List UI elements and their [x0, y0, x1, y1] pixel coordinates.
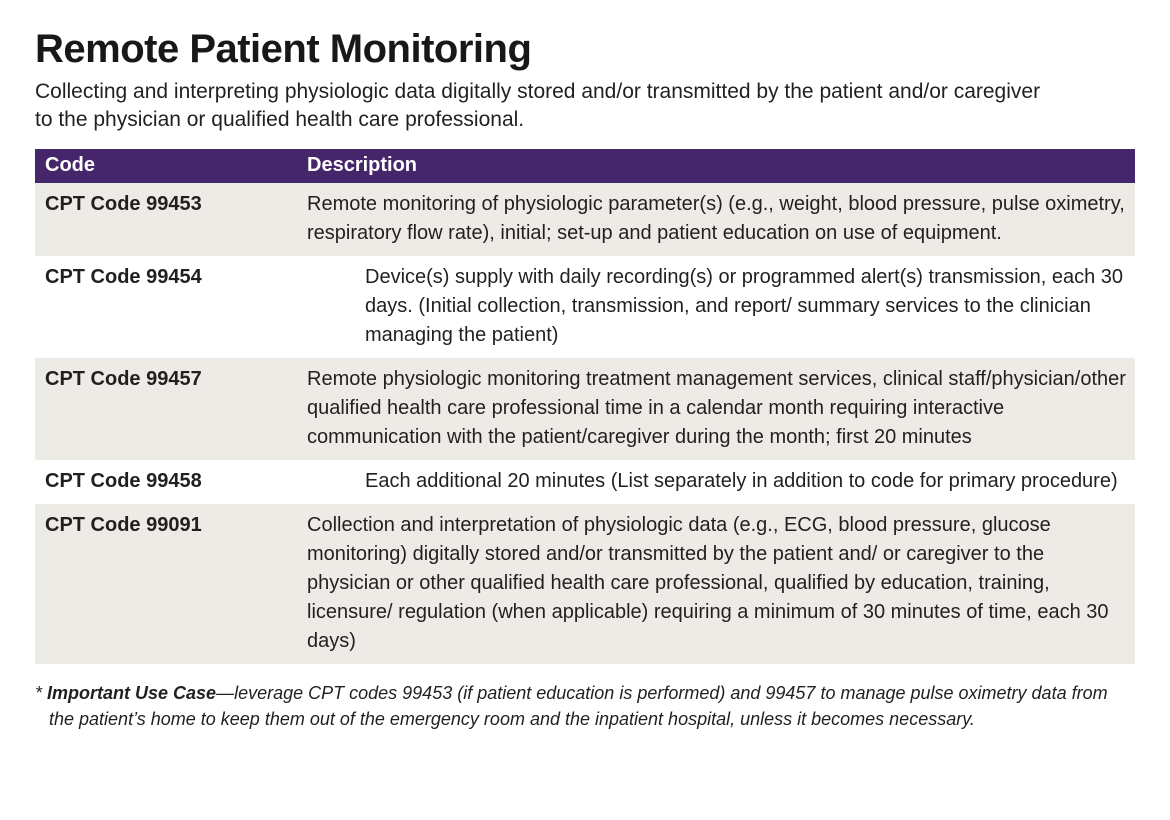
cpt-code-table: Code Description CPT Code 99453 Remote m… — [35, 149, 1135, 665]
table-header-row: Code Description — [35, 149, 1135, 184]
row-description: Each additional 20 minutes (List separat… — [365, 470, 1118, 493]
row-description: Collection and interpretation of physiol… — [307, 514, 1109, 653]
row-description: Remote physiologic monitoring treatment … — [307, 368, 1126, 449]
table-row: CPT Code 99454 Device(s) supply with dai… — [35, 256, 1135, 358]
table-body: CPT Code 99453 Remote monitoring of phys… — [35, 183, 1135, 665]
row-code: CPT Code 99091 — [45, 514, 202, 537]
column-header-description: Description — [307, 154, 418, 177]
column-header-code: Code — [45, 154, 95, 177]
row-code: CPT Code 99454 — [45, 266, 202, 289]
footnote-lead: Important Use Case — [47, 683, 217, 704]
row-code: CPT Code 99457 — [45, 368, 202, 391]
footnote: * Important Use Case—leverage CPT codes … — [35, 681, 1135, 732]
row-code: CPT Code 99458 — [45, 470, 202, 493]
table-row: CPT Code 99091 Collection and interpreta… — [35, 504, 1135, 665]
table-row: CPT Code 99458 Each additional 20 minute… — [35, 460, 1135, 504]
row-description: Remote monitoring of physiologic paramet… — [307, 193, 1125, 245]
row-code: CPT Code 99453 — [45, 193, 202, 216]
footnote-body: leverage CPT codes 99453 (if patient edu… — [49, 683, 1108, 729]
row-description: Device(s) supply with daily recording(s)… — [365, 266, 1124, 347]
page-subtitle: Collecting and interpreting physiologic … — [35, 80, 1041, 131]
footnote-dash: — — [216, 683, 235, 704]
page-title: Remote Patient Monitoring — [35, 27, 532, 71]
footnote-marker: * — [35, 683, 48, 704]
table-row: CPT Code 99453 Remote monitoring of phys… — [35, 183, 1135, 257]
table-row: CPT Code 99457 Remote physiologic monito… — [35, 358, 1135, 461]
